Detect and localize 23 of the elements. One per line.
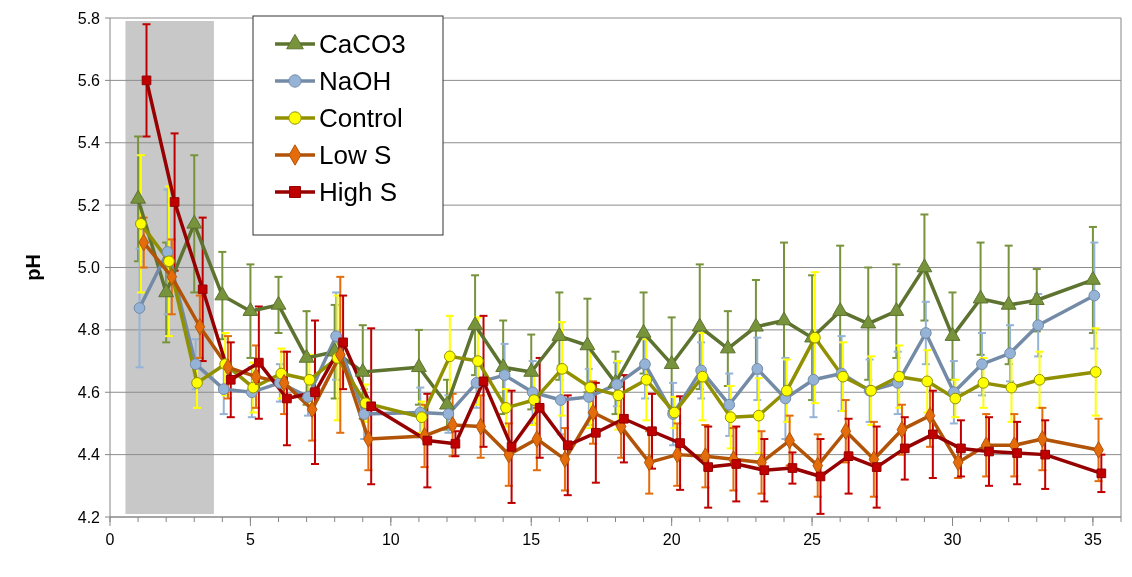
y-tick-label: 4.4 xyxy=(77,446,101,464)
x-tick-label: 30 xyxy=(943,531,962,548)
y-tick-label: 5.0 xyxy=(77,259,101,277)
y-tick-label: 4.2 xyxy=(77,508,101,526)
x-tick-label: 0 xyxy=(105,531,115,548)
x-tick-label: 5 xyxy=(245,531,255,548)
legend-label: Control xyxy=(319,103,403,134)
x-tick-label: 35 xyxy=(1084,531,1102,548)
y-tick-label: 5.4 xyxy=(77,134,101,152)
y-tick-label: 5.2 xyxy=(77,196,101,214)
y-tick-label: 4.6 xyxy=(77,383,101,401)
x-tick-label: 20 xyxy=(662,531,681,548)
y-tick-label: 4.8 xyxy=(77,321,101,339)
y-axis-title: pH xyxy=(22,254,44,281)
y-tick-label: 5.8 xyxy=(77,9,101,27)
legend-label: NaOH xyxy=(319,66,392,97)
x-tick-label: 15 xyxy=(522,531,541,548)
x-tick-label: 25 xyxy=(803,531,822,548)
y-tick-label: 5.6 xyxy=(77,71,101,89)
legend-label: CaCO3 xyxy=(319,29,406,60)
x-tick-label: 10 xyxy=(381,531,400,548)
legend-label: Low S xyxy=(319,140,392,171)
legend-label: High S xyxy=(319,177,398,208)
